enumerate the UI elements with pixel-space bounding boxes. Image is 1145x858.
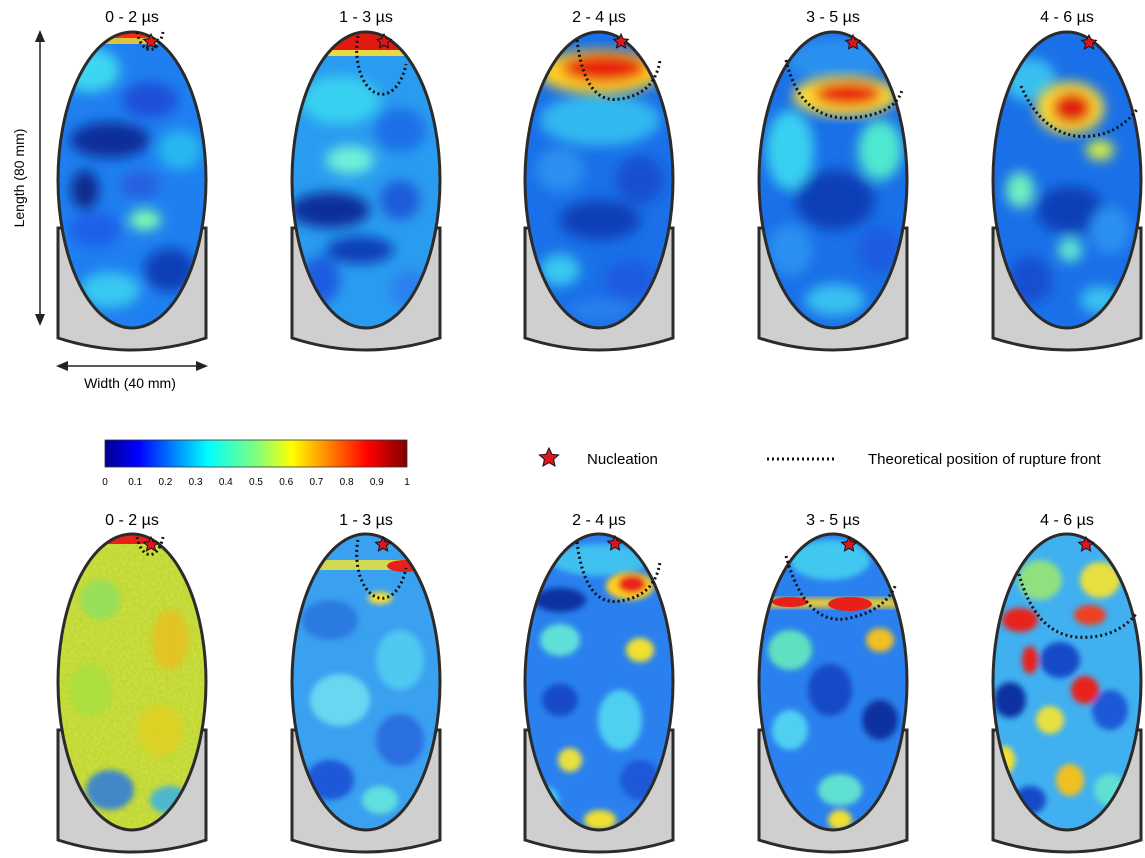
length-dimension: Length (80 mm) — [11, 30, 45, 326]
rupture-front-dotted — [784, 59, 904, 120]
bottom-panel-0: 0 - 2 µs — [56, 512, 208, 854]
panel-title: 2 - 4 µs — [572, 512, 626, 529]
rupture-front-dotted — [575, 39, 662, 101]
colorbar-tick-label: 0.5 — [249, 477, 263, 488]
panel-title: 3 - 5 µs — [806, 9, 860, 26]
rupture-front-dotted — [355, 35, 408, 96]
panel-title: 3 - 5 µs — [806, 512, 860, 529]
colorbar-tick-label: 0.7 — [309, 477, 323, 488]
colorbar-tick-label: 0.1 — [128, 477, 142, 488]
rupture-front-dotted — [1019, 85, 1140, 138]
width-dimension: Width (40 mm) — [56, 361, 208, 391]
nucleation-star — [1077, 535, 1095, 552]
colorbar-tick-label: 0 — [102, 477, 108, 488]
specimen-outline — [56, 30, 208, 330]
heatmap-field — [525, 534, 673, 830]
heatmap-field — [759, 534, 907, 830]
rupture-front-dotted — [1017, 573, 1138, 639]
bottom-panel-3: 3 - 5 µs — [757, 512, 909, 854]
heatmap-field — [525, 32, 673, 328]
specimen-outline — [757, 30, 909, 330]
panel-title: 0 - 2 µs — [105, 9, 159, 26]
top-panel-3: 3 - 5 µs — [757, 9, 909, 352]
heatmap-field — [292, 534, 440, 830]
top-panel-1: 1 - 3 µs — [290, 9, 442, 352]
length-label: Length (80 mm) — [11, 129, 27, 228]
rupture-front-dotted — [575, 541, 662, 603]
panel-title: 1 - 3 µs — [339, 512, 393, 529]
specimen-outline — [290, 30, 442, 330]
colorbar-tick-label: 0.3 — [189, 477, 203, 488]
top-panel-2: 2 - 4 µs — [523, 9, 675, 352]
colorbar-tick-label: 1 — [404, 477, 410, 488]
nucleation-star — [606, 534, 624, 551]
nucleation-star — [142, 535, 160, 552]
bottom-panel-2: 2 - 4 µs — [523, 512, 675, 854]
specimen-outline — [991, 30, 1143, 330]
legend: Nucleation Theoretical position of ruptu… — [538, 446, 1101, 468]
panel-title: 0 - 2 µs — [105, 512, 159, 529]
colorbar-ticks: 0 0.1 0.2 0.3 0.4 0.5 0.6 0.7 0.8 0.9 1 — [102, 477, 410, 488]
panel-title: 4 - 6 µs — [1040, 9, 1094, 26]
colorbar-tick-label: 0.4 — [219, 477, 233, 488]
heatmap-field — [993, 534, 1141, 830]
nucleation-star — [375, 32, 393, 49]
top-panel-0: 0 - 2 µs — [56, 9, 208, 352]
top-panel-4: 4 - 6 µs — [991, 9, 1143, 352]
nucleation-star — [1080, 33, 1098, 50]
heatmap-field — [993, 32, 1141, 328]
colorbar-tick-label: 0.2 — [158, 477, 172, 488]
rupture-front-dotted — [355, 539, 408, 600]
colorbar: 0 0.1 0.2 0.3 0.4 0.5 0.6 0.7 0.8 0.9 1 — [102, 439, 410, 488]
nucleation-star — [374, 535, 392, 552]
specimen-outline — [290, 532, 442, 832]
specimen-outline — [523, 30, 675, 330]
bottom-panel-1: 1 - 3 µs — [290, 512, 442, 854]
width-label: Width (40 mm) — [84, 375, 176, 391]
specimen-outline — [523, 532, 675, 832]
heatmap-field — [759, 32, 907, 328]
nucleation-star — [142, 32, 160, 49]
colorbar-tick-label: 0.6 — [279, 477, 293, 488]
specimen-outline — [991, 532, 1143, 832]
legend-rupture-front-label: Theoretical position of rupture front — [868, 451, 1101, 468]
specimen-outline — [56, 532, 208, 832]
panel-title: 4 - 6 µs — [1040, 512, 1094, 529]
heatmap-field — [58, 32, 206, 328]
legend-nucleation-label: Nucleation — [587, 451, 658, 468]
colorbar-gradient — [104, 439, 408, 468]
nucleation-star — [840, 535, 858, 552]
panel-title: 1 - 3 µs — [339, 9, 393, 26]
panel-title: 2 - 4 µs — [572, 9, 626, 26]
bottom-panel-4: 4 - 6 µs — [991, 512, 1143, 854]
colorbar-tick-label: 0.8 — [340, 477, 354, 488]
specimen-outline — [757, 532, 909, 832]
heatmap-field — [58, 534, 206, 830]
nucleation-star — [612, 32, 630, 49]
colorbar-tick-label: 0.9 — [370, 477, 384, 488]
nucleation-star — [844, 33, 862, 50]
legend-star-icon — [538, 446, 560, 467]
